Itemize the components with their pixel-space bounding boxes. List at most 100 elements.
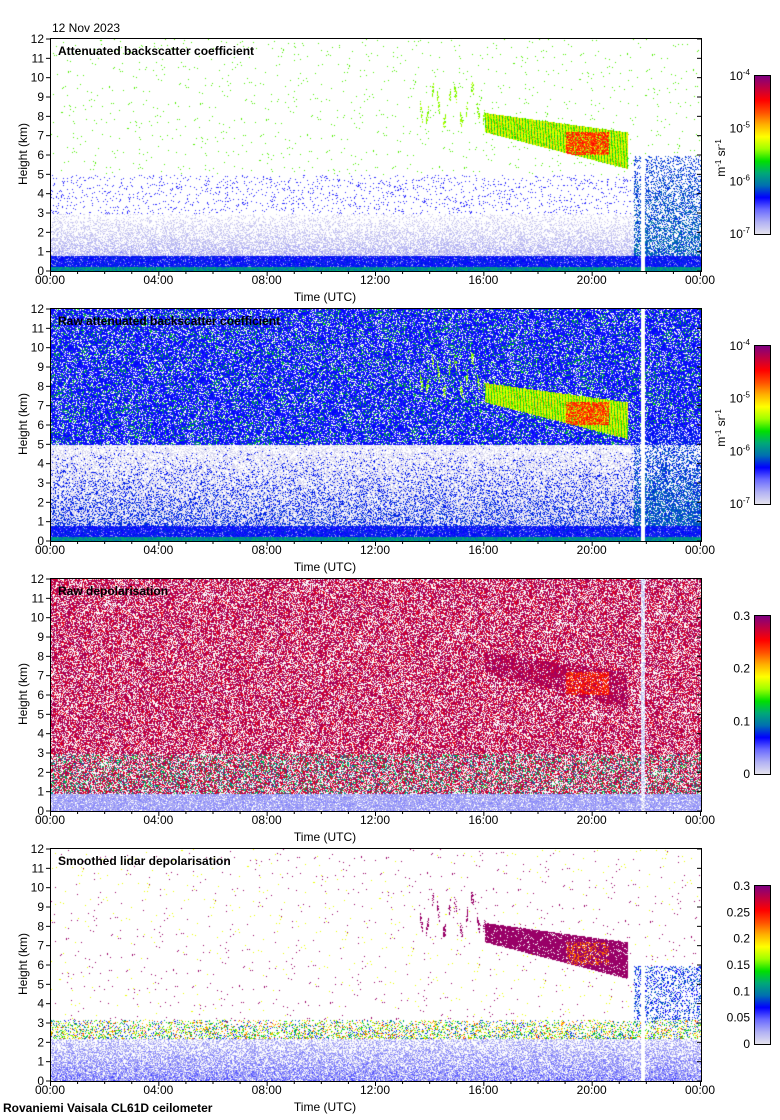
x-tick-label: 00:00 — [35, 543, 65, 557]
x-tick-label: 16:00 — [468, 1083, 498, 1097]
y-tick-label: 1 — [37, 1055, 44, 1069]
unit-sr: sr — [714, 416, 728, 429]
unit-sr-exp: -1 — [714, 409, 723, 417]
colorbar-tick-label: 10-5 — [730, 121, 751, 136]
colorbar-tick-label: 10-6 — [730, 173, 751, 188]
y-tick-label: 6 — [37, 418, 44, 432]
x-tick-label: 20:00 — [577, 543, 607, 557]
y-tick-label: 6 — [37, 688, 44, 702]
colorbar-tick-exponent: -6 — [743, 173, 751, 182]
colorbar-tick-base: 10 — [730, 339, 744, 353]
colorbar — [754, 615, 771, 775]
colorbar-tick-base: 0.1 — [733, 714, 750, 728]
unit-m-exp: -1 — [714, 159, 723, 167]
y-axis-label: Height (km) — [16, 392, 30, 456]
y-tick-label: 10 — [31, 71, 45, 85]
x-tick-label: 00:00 — [685, 273, 715, 287]
colorbar-tick-base: 0 — [743, 767, 750, 781]
colorbar-tick-base: 10 — [730, 444, 744, 458]
y-tick-label: 9 — [37, 900, 44, 914]
heatmap-image — [51, 309, 701, 541]
y-tick-label: 11 — [32, 591, 45, 605]
colorbar-tick-base: 10 — [730, 392, 744, 406]
colorbar-tick-base: 0.25 — [727, 905, 751, 919]
y-tick-label: 7 — [37, 129, 44, 143]
colorbar-tick-label: 0.2 — [733, 662, 750, 676]
date-label: 12 Nov 2023 — [52, 21, 121, 35]
y-tick-label: 12 — [31, 842, 45, 856]
heatmap-plot: Raw attenuated backscatter coefficient — [50, 308, 702, 542]
y-axis-label: Height (km) — [16, 932, 30, 996]
y-tick-label: 3 — [37, 476, 44, 490]
colorbar-tick-exponent: -5 — [743, 121, 751, 130]
y-tick-label: 9 — [37, 90, 44, 104]
colorbar — [754, 75, 771, 235]
y-tick-label: 7 — [37, 399, 44, 413]
colorbar-tick-label: 10-4 — [730, 68, 751, 83]
colorbar-tick-base: 10 — [730, 174, 744, 188]
y-tick-label: 5 — [37, 167, 44, 181]
y-tick-label: 0 — [37, 264, 44, 278]
y-tick-label: 0 — [37, 1074, 44, 1088]
x-tick-label: 04:00 — [143, 273, 173, 287]
panel-title: Smoothed lidar depolarisation — [58, 854, 231, 868]
x-tick-label: 20:00 — [577, 813, 607, 827]
panel-raw-depolarisation: Raw depolarisation 0 1 2 3 4 5 6 7 8 9 10 11 12 00:00 0… — [0, 572, 780, 848]
x-axis-label: Time (UTC) — [293, 560, 357, 574]
x-tick-label: 20:00 — [577, 1083, 607, 1097]
panel-title: Attenuated backscatter coefficient — [58, 44, 255, 58]
y-tick-label: 5 — [37, 977, 44, 991]
colorbar — [754, 345, 771, 505]
y-tick-label: 12 — [31, 572, 45, 586]
y-tick-label: 1 — [37, 245, 44, 259]
colorbar-tick-label: 10-4 — [730, 338, 751, 353]
colorbar-tick-base: 10 — [730, 122, 744, 136]
y-tick-label: 5 — [37, 707, 44, 721]
colorbar-tick-base: 0.2 — [733, 662, 750, 676]
colorbar-tick-label: 10-7 — [730, 496, 751, 511]
y-tick-label: 1 — [37, 785, 44, 799]
unit-sr: sr — [714, 146, 728, 159]
x-tick-label: 00:00 — [685, 1083, 715, 1097]
colorbar-tick-base: 10 — [730, 227, 744, 241]
y-tick-label: 8 — [37, 379, 44, 393]
heatmap-image — [51, 849, 701, 1081]
colorbar-tick-base: 0.1 — [733, 984, 750, 998]
colorbar-tick-exponent: -7 — [743, 226, 751, 235]
x-tick-label: 08:00 — [252, 1083, 282, 1097]
x-tick-label: 12:00 — [360, 813, 390, 827]
y-tick-label: 2 — [37, 1035, 44, 1049]
x-tick-label: 04:00 — [143, 1083, 173, 1097]
y-tick-label: 8 — [37, 649, 44, 663]
colorbar-tick-exponent: -5 — [743, 391, 751, 400]
unit-m-exp: -1 — [714, 429, 723, 437]
panel-title: Raw attenuated backscatter coefficient — [58, 314, 281, 328]
colorbar-tick-base: 0.15 — [727, 958, 751, 972]
y-tick-label: 6 — [37, 958, 44, 972]
y-tick-label: 2 — [37, 765, 44, 779]
x-tick-label: 04:00 — [143, 543, 173, 557]
y-tick-label: 10 — [31, 611, 45, 625]
panel-smoothed-depolarisation: Smoothed lidar depolarisation 0 1 2 3 4 5 6 7 8 9 1… — [0, 842, 780, 1118]
colorbar-tick-label: 0 — [743, 1037, 750, 1051]
x-tick-label: 00:00 — [685, 543, 715, 557]
colorbar-tick-base: 0.2 — [733, 932, 750, 946]
y-tick-label: 2 — [37, 495, 44, 509]
y-tick-label: 0 — [37, 804, 44, 818]
colorbar-tick-base: 10 — [730, 497, 744, 511]
x-tick-label: 12:00 — [360, 1083, 390, 1097]
y-tick-label: 5 — [37, 437, 44, 451]
y-tick-label: 8 — [37, 109, 44, 123]
y-tick-label: 11 — [32, 51, 45, 65]
x-tick-label: 08:00 — [252, 273, 282, 287]
instrument-label: Rovaniemi Vaisala CL61D ceilometer — [3, 1101, 213, 1115]
y-tick-label: 12 — [31, 302, 45, 316]
colorbar-tick-base: 0.05 — [727, 1011, 751, 1025]
y-tick-label: 10 — [31, 881, 45, 895]
y-tick-label: 0 — [37, 534, 44, 548]
colorbar-tick-exponent: -4 — [743, 68, 751, 77]
x-tick-label: 08:00 — [252, 813, 282, 827]
colorbar-tick-label: 10-6 — [730, 443, 751, 458]
